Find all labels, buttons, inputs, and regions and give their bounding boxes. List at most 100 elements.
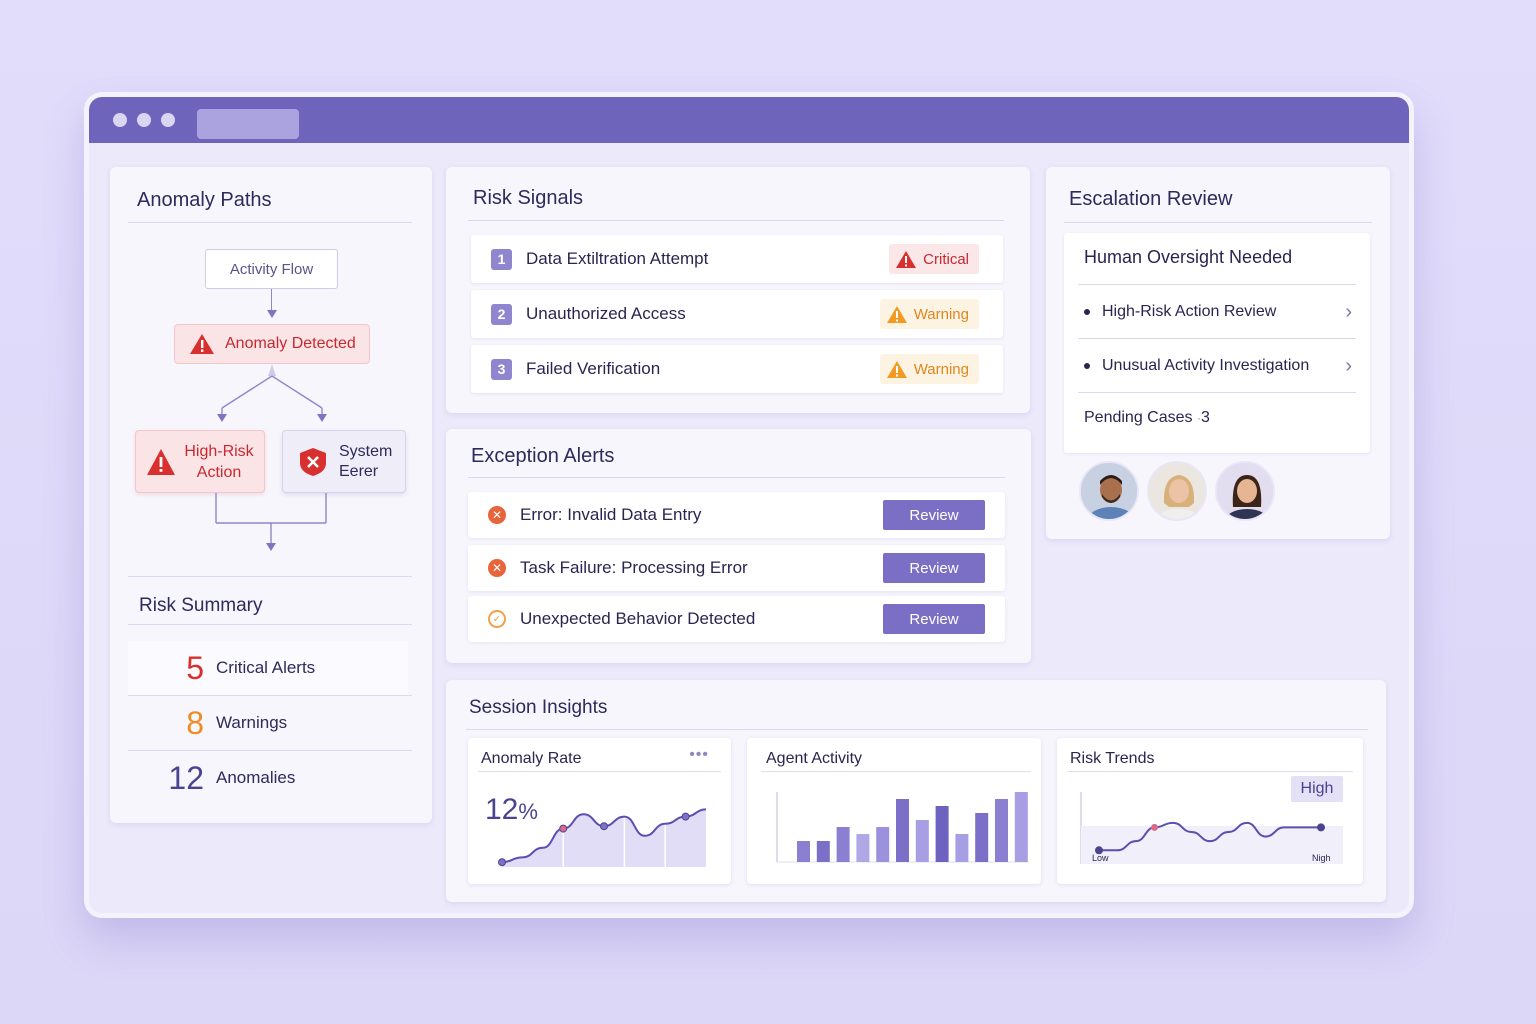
person-icon <box>1149 463 1205 519</box>
arrow-down-icon <box>267 310 277 318</box>
agent-activity-chart <box>776 792 1029 863</box>
address-tab[interactable] <box>197 109 299 139</box>
risk-level-badge: High <box>1291 776 1343 802</box>
agent-activity-card[interactable]: Agent Activity <box>747 738 1041 884</box>
signal-label: Failed Verification <box>526 359 661 378</box>
divider <box>1078 338 1356 339</box>
flow-connector <box>271 289 272 311</box>
reviewer-avatar[interactable] <box>1079 461 1139 521</box>
bullet <box>1084 363 1090 369</box>
low-label: Low <box>1092 853 1109 863</box>
bar <box>975 813 989 862</box>
pending-label: Pending Cases <box>1084 409 1193 426</box>
summary-anomalies[interactable]: 12 Anomalies <box>128 751 408 805</box>
warning-icon <box>147 448 175 475</box>
bar <box>995 799 1008 862</box>
divider <box>1078 392 1356 393</box>
divider <box>466 729 1368 730</box>
plot-band <box>1081 826 1343 864</box>
divider <box>128 624 412 625</box>
flow-merge-connector <box>215 493 327 551</box>
exception-row[interactable]: ✕ Error: Invalid Data Entry Review <box>468 492 1005 538</box>
escalation-item[interactable]: Unusual Activity Investigation › <box>1064 339 1370 393</box>
data-point <box>681 812 690 821</box>
rate-number: 12 <box>485 793 519 826</box>
bar <box>816 841 830 862</box>
exception-row[interactable]: ✕ Task Failure: Processing Error Review <box>468 545 1005 591</box>
chevron-right-icon: › <box>1345 354 1352 377</box>
risk-signal-row[interactable]: 2 Unauthorized Access Warning <box>471 290 1003 338</box>
bar <box>955 834 969 862</box>
divider <box>1078 284 1356 285</box>
warning-icon <box>886 360 907 378</box>
warning-icon <box>886 305 907 323</box>
series-line <box>1098 821 1322 852</box>
title-bar <box>89 97 1409 143</box>
flow-branch-connector <box>217 364 327 422</box>
severity-label: Warning <box>913 305 969 323</box>
error-shield-icon <box>300 447 326 476</box>
anomalies-label: Anomalies <box>216 768 296 787</box>
anomaly-rate-title: Anomaly Rate <box>481 750 582 767</box>
warning-icon <box>896 250 917 268</box>
bar <box>935 806 949 862</box>
risk-trends-chart <box>1080 792 1343 864</box>
window-control-dot[interactable] <box>137 113 151 127</box>
risk-signal-row[interactable]: 1 Data Extiltration Attempt Critical <box>471 235 1003 283</box>
risk-signal-row[interactable]: 3 Failed Verification Warning <box>471 345 1003 393</box>
critical-count: 5 <box>186 649 204 686</box>
review-button[interactable]: Review <box>883 604 985 634</box>
divider <box>478 771 721 772</box>
activity-flow-node[interactable]: Activity Flow <box>205 249 338 289</box>
severity-label: Warning <box>913 360 969 378</box>
high-axis-label: Nigh <box>1312 853 1331 863</box>
anomaly-rate-value: 12% <box>485 793 538 827</box>
bar <box>915 820 929 862</box>
session-insights-title: Session Insights <box>469 697 608 718</box>
system-error-node[interactable]: System Eerer <box>282 430 406 493</box>
warning-icon <box>190 334 214 354</box>
exception-alerts-title: Exception Alerts <box>471 445 615 467</box>
anomalies-count: 12 <box>168 759 204 796</box>
divider <box>1067 771 1353 772</box>
area-fill <box>502 809 706 867</box>
exception-row[interactable]: ✓ Unexpected Behavior Detected Review <box>468 596 1005 642</box>
high-risk-action-node[interactable]: High-Risk Action <box>135 430 265 493</box>
summary-critical-alerts[interactable]: 5 Critical Alerts <box>128 641 408 695</box>
data-point <box>1151 823 1158 831</box>
signal-label: Unauthorized Access <box>526 304 686 323</box>
divider <box>128 750 412 751</box>
escalation-item-label: Unusual Activity Investigation <box>1102 357 1310 374</box>
summary-warnings[interactable]: 8 Warnings <box>128 696 408 750</box>
critical-label: Critical Alerts <box>216 658 316 677</box>
anomaly-paths-title: Anomaly Paths <box>137 189 272 211</box>
divider <box>128 695 412 696</box>
bar <box>876 827 890 862</box>
reviewer-avatar[interactable] <box>1215 461 1275 521</box>
anomaly-rate-card[interactable]: Anomaly Rate ••• 12% <box>468 738 731 884</box>
signal-index-badge: 3 <box>491 358 512 380</box>
reviewer-avatar[interactable] <box>1147 461 1207 521</box>
divider <box>128 576 412 577</box>
severity-label: Critical <box>923 250 969 268</box>
window-control-dot[interactable] <box>161 113 175 127</box>
review-button[interactable]: Review <box>883 553 985 583</box>
oversight-header: Human Oversight Needed <box>1084 247 1293 267</box>
more-options-icon[interactable]: ••• <box>689 746 709 763</box>
escalation-item-label: High-Risk Action Review <box>1102 303 1277 320</box>
high-risk-action-label: High-Risk Action <box>184 442 254 481</box>
risk-trends-card[interactable]: Risk Trends High Low Nigh <box>1057 738 1363 884</box>
escalation-item[interactable]: High-Risk Action Review › <box>1064 285 1370 339</box>
warnings-count: 8 <box>186 704 204 741</box>
anomaly-detected-node[interactable]: Anomaly Detected <box>174 324 370 364</box>
review-button[interactable]: Review <box>883 500 985 530</box>
window-control-dot[interactable] <box>113 113 127 127</box>
severity-badge-warning: Warning <box>879 354 979 384</box>
risk-signals-title: Risk Signals <box>473 187 584 209</box>
person-icon <box>1217 463 1273 519</box>
session-insights-panel: Session Insights Anomaly Rate ••• 12% Ag… <box>446 680 1386 902</box>
exception-label: Error: Invalid Data Entry <box>520 505 702 524</box>
error-icon: ✕ <box>488 506 506 524</box>
data-point <box>1317 823 1325 832</box>
divider <box>1064 222 1372 223</box>
